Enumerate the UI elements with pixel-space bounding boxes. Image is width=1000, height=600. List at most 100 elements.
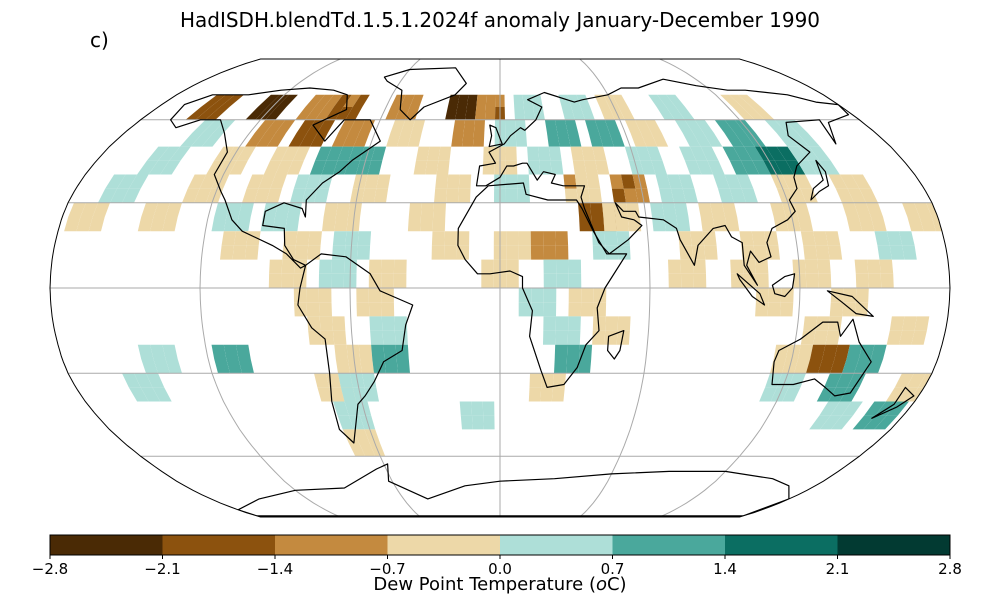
anomaly-cell-block xyxy=(616,231,630,246)
anomaly-cell-block xyxy=(236,146,256,161)
anomaly-cell-block xyxy=(574,174,589,189)
anomaly-cell-block xyxy=(325,107,344,120)
anomaly-cell-12 xyxy=(180,119,236,147)
anomaly-cell-block xyxy=(305,107,325,120)
map-boundary xyxy=(49,58,951,518)
anomaly-cell-block xyxy=(254,119,276,133)
anomaly-cell-block xyxy=(722,146,741,161)
anomaly-cell-block xyxy=(682,188,698,203)
anomaly-cell-block xyxy=(308,330,322,345)
coastline-north-america xyxy=(170,87,381,269)
colorbar-tick-label: 0.0 xyxy=(488,560,512,578)
anomaly-cell-block xyxy=(751,231,767,246)
anomaly-cell-block xyxy=(820,415,842,430)
anomaly-cell-block xyxy=(648,94,667,107)
coastlines xyxy=(170,67,915,517)
anomaly-cell-block xyxy=(390,94,406,107)
anomaly-cell-block xyxy=(680,259,694,274)
anomaly-cell-block xyxy=(505,133,517,147)
anomaly-cell-block xyxy=(817,259,831,274)
anomaly-cell-block xyxy=(842,202,859,217)
anomaly-cell-block xyxy=(851,174,872,189)
anomaly-cell-block xyxy=(281,273,294,288)
anomaly-cell-block xyxy=(692,259,706,274)
anomaly-cell-block xyxy=(530,231,544,246)
anomaly-cell-block xyxy=(914,316,930,331)
anomaly-cell-block xyxy=(675,107,695,120)
anomaly-cell-block xyxy=(152,387,172,402)
anomaly-cell-block xyxy=(780,288,794,303)
anomaly-cell-block xyxy=(640,160,656,175)
anomaly-cell-block xyxy=(287,202,302,217)
anomaly-cell-block xyxy=(770,202,786,217)
anomaly-cell-block xyxy=(283,231,298,246)
anomaly-cell-block xyxy=(787,146,809,161)
anomaly-cell-block xyxy=(800,330,816,345)
anomaly-cell-30 xyxy=(413,146,452,175)
anomaly-cell-block xyxy=(568,273,582,288)
anomaly-cell-block xyxy=(233,231,249,246)
anomaly-cell-90 xyxy=(829,288,869,317)
anomaly-cell-block xyxy=(794,202,811,217)
anomaly-cell-block xyxy=(886,231,903,246)
anomaly-cell-block xyxy=(229,160,248,175)
colorbar-tick-label: 2.1 xyxy=(825,560,850,578)
anomaly-cell-block xyxy=(742,259,756,274)
anomaly-cell-block xyxy=(384,359,398,374)
anomaly-cell-block xyxy=(581,146,596,161)
anomaly-cell-block xyxy=(376,174,391,189)
anomaly-cell-block xyxy=(742,107,765,120)
colorbar-segment xyxy=(162,535,276,555)
anomaly-cell-99 xyxy=(334,344,374,374)
anomaly-cell-block xyxy=(306,302,320,317)
anomaly-cell-block xyxy=(356,288,369,303)
anomaly-cell-block xyxy=(268,273,282,288)
anomaly-cells xyxy=(64,94,949,457)
anomaly-cell-block xyxy=(561,107,575,120)
anomaly-cell-39 xyxy=(98,174,149,203)
anomaly-cell-block xyxy=(818,273,832,288)
anomaly-cell-block xyxy=(564,188,578,203)
anomaly-cell-block xyxy=(306,119,326,133)
anomaly-cell-block xyxy=(432,217,446,232)
colorbar-tick-label: −2.1 xyxy=(144,560,181,578)
anomaly-cell-block xyxy=(835,373,854,388)
anomaly-cell-block xyxy=(803,316,818,331)
colorbar-segment xyxy=(725,535,838,555)
anomaly-cell-block xyxy=(128,387,149,402)
anomaly-cell-block xyxy=(342,133,360,147)
colorbar-tick-label: −0.7 xyxy=(369,560,406,578)
anomaly-cell-block xyxy=(576,94,591,107)
anomaly-cell-block xyxy=(348,146,365,161)
anomaly-cell-block xyxy=(765,146,786,161)
anomaly-cell-block xyxy=(759,387,777,402)
anomaly-cell-80 xyxy=(543,259,582,288)
anomaly-cell-block xyxy=(571,107,585,120)
anomaly-cell-block xyxy=(505,160,518,175)
anomaly-cell-block xyxy=(238,359,254,374)
anomaly-cell-block xyxy=(674,202,689,217)
anomaly-cell-block xyxy=(506,259,519,274)
anomaly-cell-block xyxy=(693,273,707,288)
anomaly-cell-block xyxy=(656,107,675,120)
anomaly-cell-block xyxy=(335,359,350,374)
anomaly-cell-block xyxy=(137,217,154,232)
anomaly-cell-block xyxy=(543,231,556,246)
anomaly-cell-2 xyxy=(295,94,343,120)
anomaly-cell-block xyxy=(214,359,230,374)
anomaly-cell-block xyxy=(543,316,556,331)
anomaly-cell-block xyxy=(420,202,434,217)
anomaly-cell-block xyxy=(98,188,117,203)
anomaly-cell-block xyxy=(335,107,353,120)
anomaly-cell-block xyxy=(165,202,182,217)
anomaly-cell-block xyxy=(765,373,782,388)
colorbar-segment xyxy=(612,535,726,555)
anomaly-cell-block xyxy=(506,231,519,246)
anomaly-cell-block xyxy=(275,119,296,133)
anomaly-cell-block xyxy=(543,330,556,345)
anomaly-cell-block xyxy=(518,245,532,260)
anomaly-cell-block xyxy=(134,373,153,388)
anomaly-cell-20 xyxy=(584,119,625,147)
anomaly-cell-block xyxy=(874,415,898,430)
anomaly-cell-23 xyxy=(714,119,766,147)
